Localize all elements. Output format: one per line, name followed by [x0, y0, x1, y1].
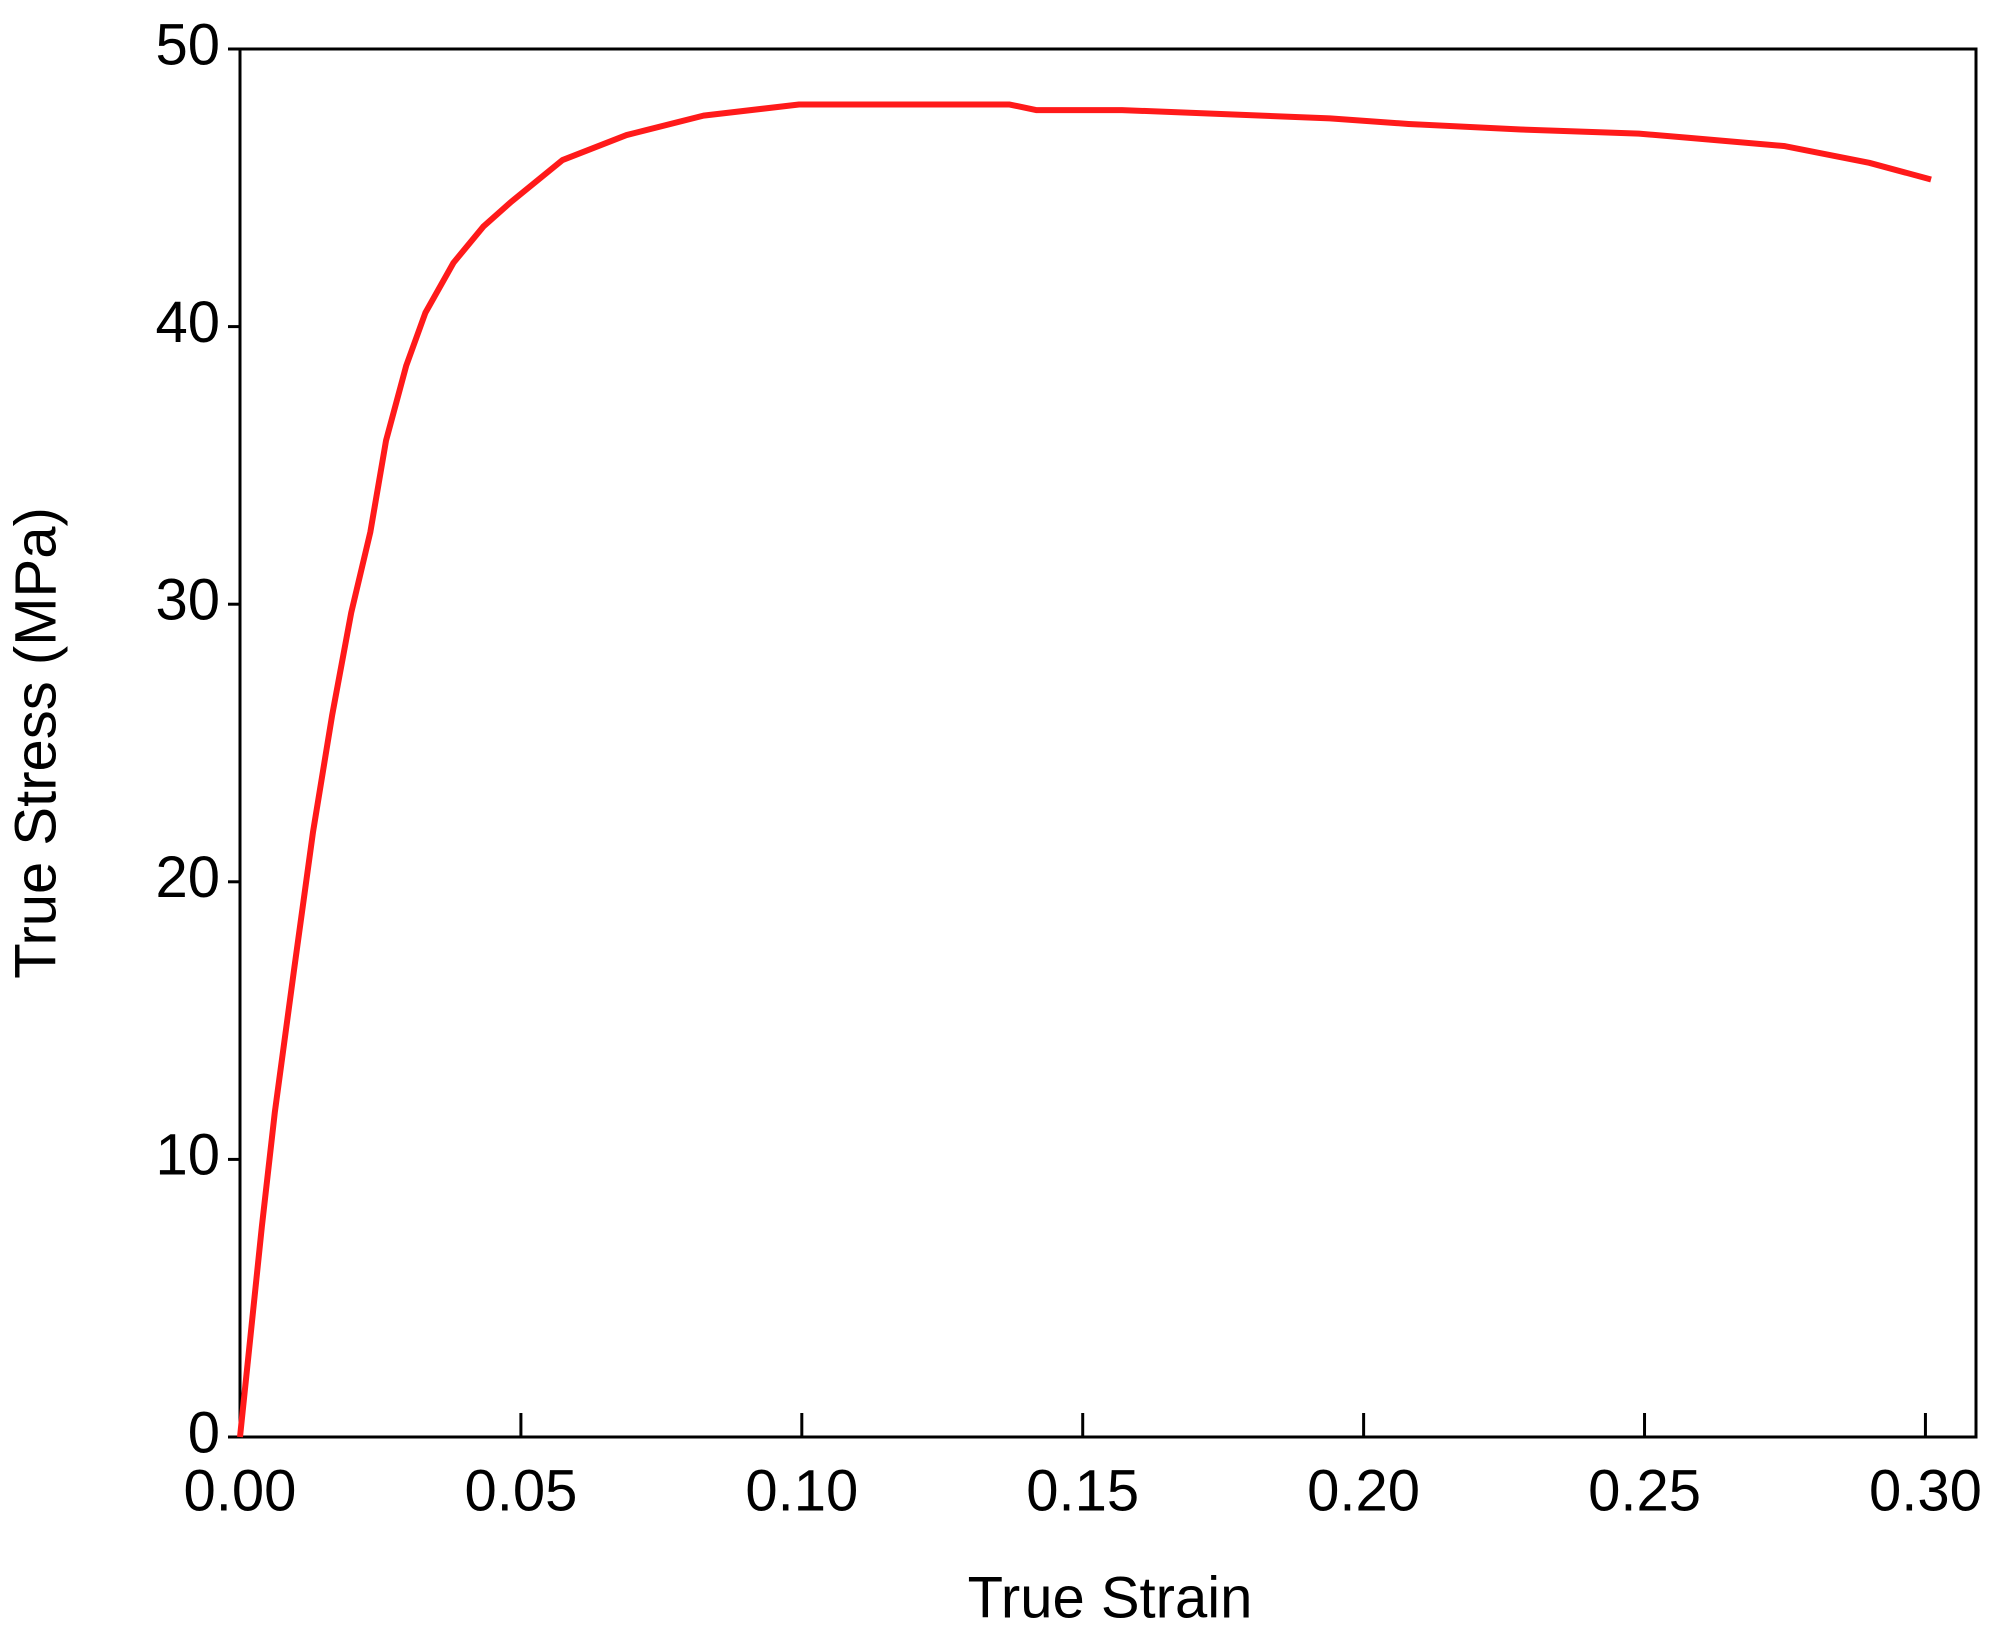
data-line — [237, 101, 1932, 1438]
y-tick-label: 10 — [155, 1123, 220, 1188]
x-tick-label: 0.15 — [1026, 1458, 1139, 1523]
y-tick-label: 20 — [155, 845, 220, 910]
plot-frame — [238, 47, 1978, 1439]
y-tick-label: 0 — [188, 1400, 220, 1465]
x-tick-label: 0.05 — [464, 1458, 577, 1523]
y-axis-label: True Stress (MPa) — [3, 507, 68, 979]
y-tick-label: 40 — [155, 290, 220, 355]
x-tick-label: 0.20 — [1307, 1458, 1420, 1523]
x-tick-label: 0.00 — [184, 1458, 297, 1523]
y-tick-label: 30 — [155, 568, 220, 633]
x-tick-label: 0.25 — [1588, 1458, 1701, 1523]
y-tick-label: 50 — [155, 12, 220, 77]
x-axis-label: True Strain — [968, 1565, 1253, 1630]
x-tick-label: 0.30 — [1869, 1458, 1982, 1523]
x-tick-label: 0.10 — [745, 1458, 858, 1523]
